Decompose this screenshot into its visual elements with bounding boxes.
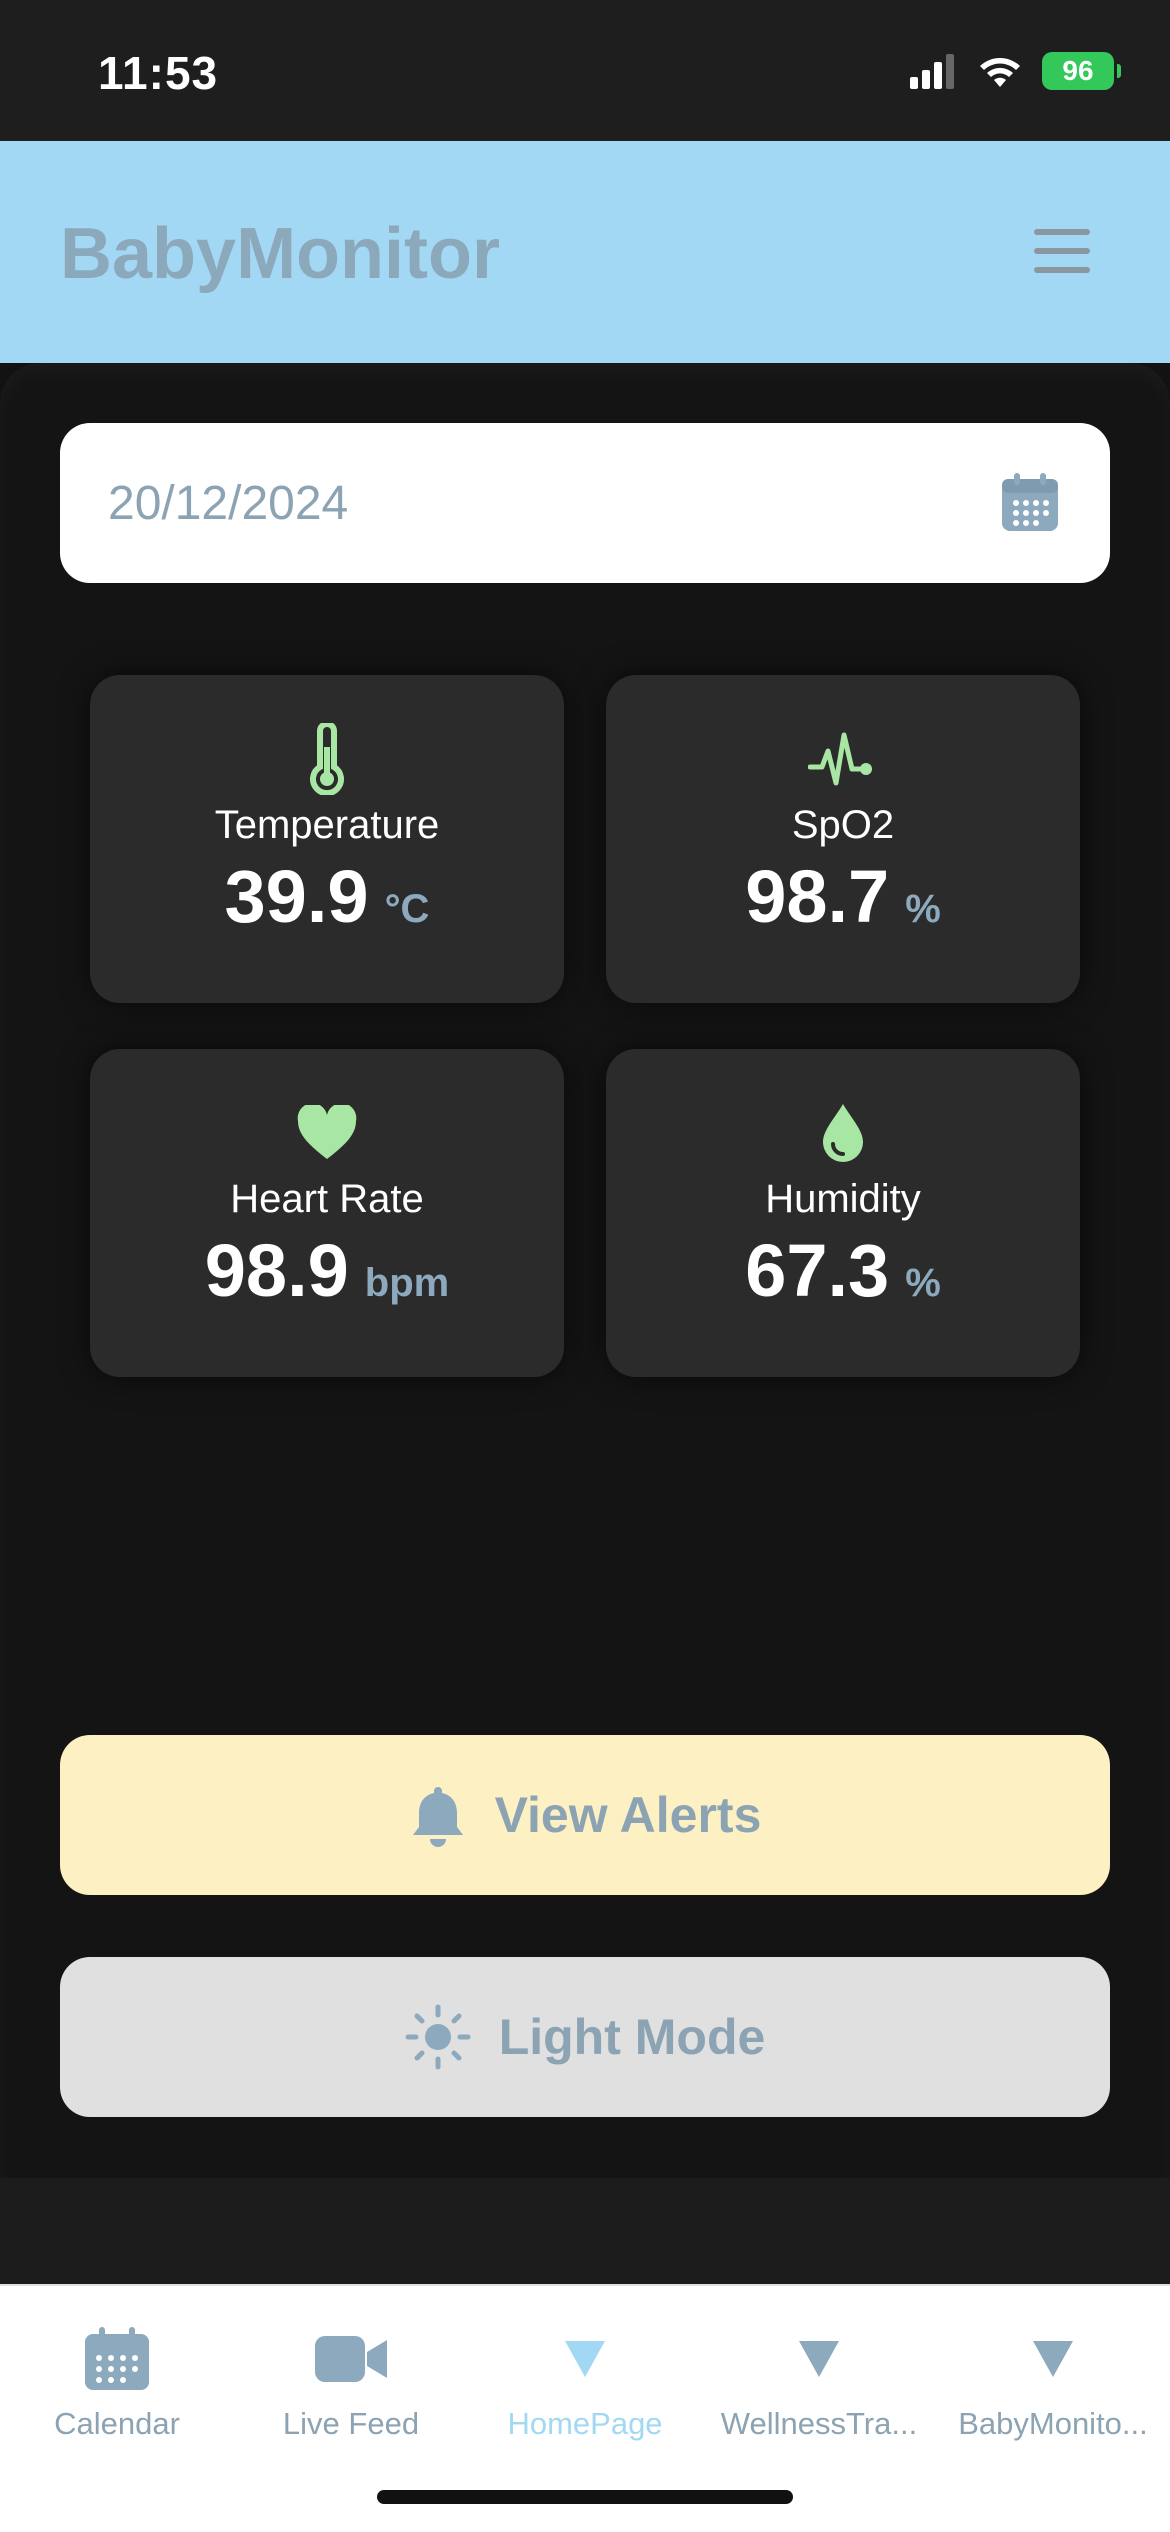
- metric-value: 39.9: [224, 855, 369, 938]
- light-mode-label: Light Mode: [498, 2009, 766, 2065]
- calendar-icon: [85, 2327, 149, 2390]
- tab-label: Live Feed: [282, 2406, 420, 2441]
- calendar-icon[interactable]: [998, 471, 1062, 535]
- metric-label: Humidity: [765, 1177, 921, 1221]
- view-alerts-button[interactable]: View Alerts: [60, 1735, 1110, 1895]
- tab-label: WellnessTra...: [720, 2406, 918, 2441]
- triangle-down-icon: [1033, 2341, 1073, 2377]
- bottom-spacer: [0, 2178, 1170, 2284]
- cellular-signal-icon: [910, 54, 954, 89]
- tab-label: HomePage: [507, 2406, 663, 2441]
- battery-level: 96: [1062, 55, 1094, 86]
- triangle-down-icon: [799, 2341, 839, 2377]
- status-time: 11:53: [98, 47, 219, 99]
- content-panel: 20/12/2024: [0, 363, 1170, 2178]
- tab-label: Calendar: [54, 2406, 180, 2441]
- metric-unit: %: [905, 887, 941, 931]
- thermometer-icon: [310, 723, 344, 795]
- tab-calendar[interactable]: Calendar: [0, 2324, 234, 2442]
- tab-babymonitor[interactable]: BabyMonito...: [936, 2324, 1170, 2442]
- wifi-icon: [980, 58, 1020, 87]
- water-drop-icon: [823, 1104, 863, 1162]
- metrics-grid: Temperature 39.9 °C SpO2 98.7 %: [90, 675, 1080, 1377]
- spo2-card: SpO2 98.7 %: [606, 675, 1080, 1003]
- sun-icon: [405, 2004, 471, 2070]
- triangle-down-icon: [565, 2341, 605, 2377]
- pulse-icon: [808, 732, 872, 786]
- light-mode-button[interactable]: Light Mode: [60, 1957, 1110, 2117]
- status-bar: 11:53 96: [0, 0, 1170, 141]
- battery-icon: 96: [1042, 52, 1121, 90]
- metric-value: 98.9: [204, 1229, 349, 1312]
- heart-icon: [297, 1105, 357, 1159]
- video-camera-icon: [315, 2336, 387, 2382]
- tab-wellness-tracker[interactable]: WellnessTra...: [702, 2324, 936, 2442]
- app-header: BabyMonitor: [0, 141, 1170, 363]
- tab-live-feed[interactable]: Live Feed: [234, 2324, 468, 2442]
- metric-value: 67.3: [745, 1229, 890, 1312]
- date-value: 20/12/2024: [108, 476, 349, 530]
- metric-unit: °C: [384, 887, 430, 931]
- temperature-card: Temperature 39.9 °C: [90, 675, 564, 1003]
- home-indicator: [377, 2490, 793, 2504]
- metric-label: Heart Rate: [230, 1177, 424, 1221]
- bell-icon: [412, 1787, 463, 1847]
- tab-label: BabyMonito...: [958, 2406, 1148, 2441]
- humidity-card: Humidity 67.3 %: [606, 1049, 1080, 1377]
- tab-homepage[interactable]: HomePage: [468, 2324, 702, 2442]
- status-icons: 96: [908, 52, 1121, 90]
- metric-label: Temperature: [214, 803, 440, 847]
- metric-unit: %: [905, 1261, 941, 1305]
- app-title: BabyMonitor: [60, 214, 500, 294]
- metric-label: SpO2: [791, 803, 895, 847]
- metric-unit: bpm: [364, 1261, 450, 1305]
- date-picker-field[interactable]: 20/12/2024: [60, 423, 1110, 583]
- metric-value: 98.7: [745, 855, 890, 938]
- heart-rate-card: Heart Rate 98.9 bpm: [90, 1049, 564, 1377]
- hamburger-menu-icon[interactable]: [1034, 229, 1090, 273]
- view-alerts-label: View Alerts: [494, 1787, 762, 1843]
